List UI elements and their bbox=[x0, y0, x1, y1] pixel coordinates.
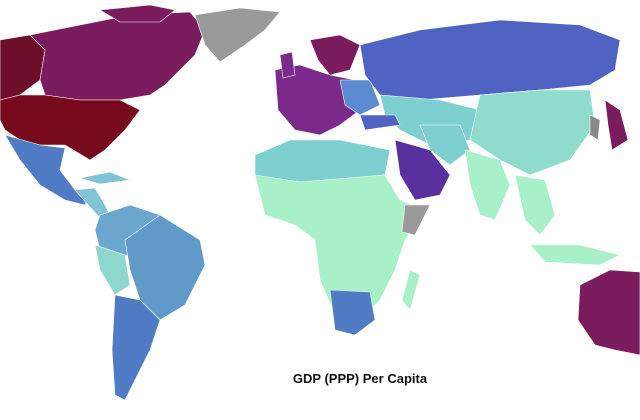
sub-saharan-africa bbox=[254, 174, 426, 321]
caribbean bbox=[79, 171, 132, 185]
greenland bbox=[194, 7, 281, 63]
china bbox=[469, 89, 596, 176]
scandinavia bbox=[309, 34, 361, 76]
uk bbox=[279, 51, 296, 79]
australia bbox=[577, 269, 640, 356]
andes bbox=[94, 244, 131, 296]
canada-islands bbox=[99, 4, 176, 23]
iran bbox=[419, 124, 471, 166]
madagascar bbox=[401, 269, 421, 311]
korea bbox=[589, 114, 601, 141]
eastern-europe bbox=[339, 79, 381, 116]
western-europe bbox=[274, 64, 361, 136]
horn-of-africa bbox=[401, 204, 431, 236]
india bbox=[464, 149, 511, 221]
southeast-asia bbox=[514, 174, 556, 236]
turkey bbox=[359, 114, 401, 131]
argentina-chile bbox=[111, 294, 161, 401]
indonesia bbox=[529, 244, 621, 266]
southern-africa bbox=[329, 289, 376, 336]
japan bbox=[604, 99, 629, 151]
map-title: GDP (PPP) Per Capita bbox=[293, 371, 428, 386]
brazil bbox=[124, 214, 206, 321]
